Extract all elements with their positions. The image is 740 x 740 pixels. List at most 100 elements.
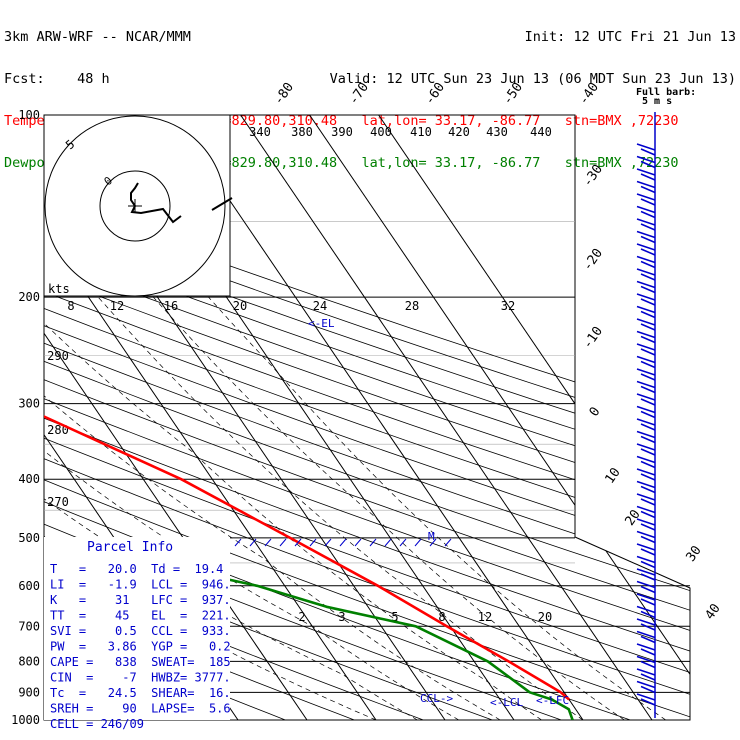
moist-adiabat xyxy=(44,296,459,720)
mixing-ratio-label: 12 xyxy=(110,299,124,313)
wind-barb xyxy=(636,380,656,394)
isotherm-label: 30 xyxy=(683,543,704,564)
isotherm-label: 40 xyxy=(702,601,723,622)
wind-barb xyxy=(636,330,656,344)
parcel-hatch xyxy=(414,538,422,547)
full-barb-label: Full barb: xyxy=(636,87,696,98)
thetae-label: 270 xyxy=(47,495,69,509)
isotherm-label: -80 xyxy=(271,80,297,108)
parcel-info-background xyxy=(44,537,230,720)
parcel-info-row: LI = -1.9 LCL = 946. xyxy=(50,578,231,592)
wind-barb xyxy=(636,618,656,631)
wind-barb xyxy=(636,268,656,281)
wind-barb xyxy=(636,480,656,494)
isobar-label: 1000 xyxy=(11,713,40,727)
mixing-ratio-label: 28 xyxy=(405,299,419,313)
isotherm-label: 0 xyxy=(587,404,604,419)
wind-barb xyxy=(636,668,656,681)
parcel-info-row: TT = 45 EL = 221. xyxy=(50,609,231,623)
isotherm-label: -20 xyxy=(580,246,606,274)
wind-barb xyxy=(636,230,656,244)
isotherm-line xyxy=(44,115,377,720)
dry-adiabat xyxy=(44,115,690,720)
isobar-label: 400 xyxy=(18,472,40,486)
parcel-info-row: K = 31 LFC = 937. xyxy=(50,593,231,607)
wind-barb xyxy=(636,143,656,156)
parcel-hatch xyxy=(339,538,347,547)
dry-adiabat xyxy=(44,115,690,720)
dry-adiabat xyxy=(44,115,690,720)
full-barb-units: 5 m s xyxy=(642,96,672,107)
m-marker: M xyxy=(428,530,435,543)
wind-barb xyxy=(636,518,656,531)
isotherm-label: -10 xyxy=(580,324,606,352)
wind-barb xyxy=(636,355,656,369)
wind-barb xyxy=(636,455,656,469)
wind-barb xyxy=(636,393,656,406)
mixing-ratio-label: 3 xyxy=(338,610,345,624)
theta-label: 430 xyxy=(486,125,508,139)
hodograph-ring-outer xyxy=(44,115,226,297)
isotherm-label: -50 xyxy=(500,80,526,108)
parcel-hatch xyxy=(384,538,392,547)
wind-barb xyxy=(636,243,656,256)
theta-label: 440 xyxy=(530,125,552,139)
parcel-hatch xyxy=(324,538,332,547)
parcel-info-row: SREH = 90 LAPSE= 5.6 xyxy=(50,702,231,716)
wind-barb xyxy=(636,193,656,206)
theta-label: 410 xyxy=(410,125,432,139)
mixing-ratio-label: 5 xyxy=(391,610,398,624)
dry-adiabat xyxy=(44,115,690,720)
ccl-marker: CCL-> xyxy=(420,692,453,705)
wind-barb xyxy=(636,205,656,219)
isobar-label: 600 xyxy=(18,579,40,593)
temperature-profile xyxy=(44,415,570,701)
isotherm-line xyxy=(171,115,584,720)
wind-barb xyxy=(636,555,656,569)
moist-adiabat xyxy=(97,296,584,720)
mixing-ratio-label: 32 xyxy=(501,299,515,313)
theta-label: 400 xyxy=(370,125,392,139)
wind-barb xyxy=(636,543,656,556)
mixing-ratio-label: 8 xyxy=(438,610,445,624)
theta-label: 420 xyxy=(448,125,470,139)
wind-barb xyxy=(636,218,656,231)
moist-adiabat xyxy=(208,296,666,720)
mixing-ratio-label: 8 xyxy=(67,299,74,313)
dry-adiabat xyxy=(44,115,355,720)
theta-label: 340 xyxy=(249,125,271,139)
isobar-label: 700 xyxy=(18,619,40,633)
wind-barb xyxy=(636,693,656,706)
isobar-label: 900 xyxy=(18,685,40,699)
moist-adiabat xyxy=(44,296,542,720)
forecast-hour: Fcst: 48 h xyxy=(4,71,110,87)
wind-barb xyxy=(636,443,656,456)
mixing-ratio-label: 16 xyxy=(164,299,178,313)
isotherm-line xyxy=(240,115,653,720)
temperature-station-info: x,y=829.80,310.48 lat,lon= 33.17, -86.77… xyxy=(199,113,679,129)
dry-adiabat xyxy=(44,115,690,720)
parcel-hatch xyxy=(354,538,362,547)
wind-barb xyxy=(636,643,656,656)
parcel-hatch xyxy=(369,538,377,547)
lcl-marker: <-LCL xyxy=(490,696,523,709)
parcel-hatch xyxy=(429,538,437,547)
dry-adiabat xyxy=(44,115,690,720)
parcel-info-row: Tc = 24.5 SHEAR= 16. xyxy=(50,686,231,700)
wind-barb xyxy=(636,368,656,381)
wind-barb xyxy=(636,568,656,581)
isotherm-line xyxy=(309,115,690,720)
wind-barb xyxy=(636,468,656,481)
hodograph-ring-inner xyxy=(99,170,171,242)
parcel-info-row: PW = 3.86 YGP = 0.2 xyxy=(50,640,231,654)
dry-adiabat xyxy=(44,115,690,720)
isotherm-label: -30 xyxy=(580,162,606,190)
wind-barb xyxy=(636,505,656,519)
mixing-ratio-label: 24 xyxy=(313,299,327,313)
wind-barb xyxy=(636,493,656,506)
isobar-label: 500 xyxy=(18,531,40,545)
wind-barb xyxy=(636,255,656,269)
